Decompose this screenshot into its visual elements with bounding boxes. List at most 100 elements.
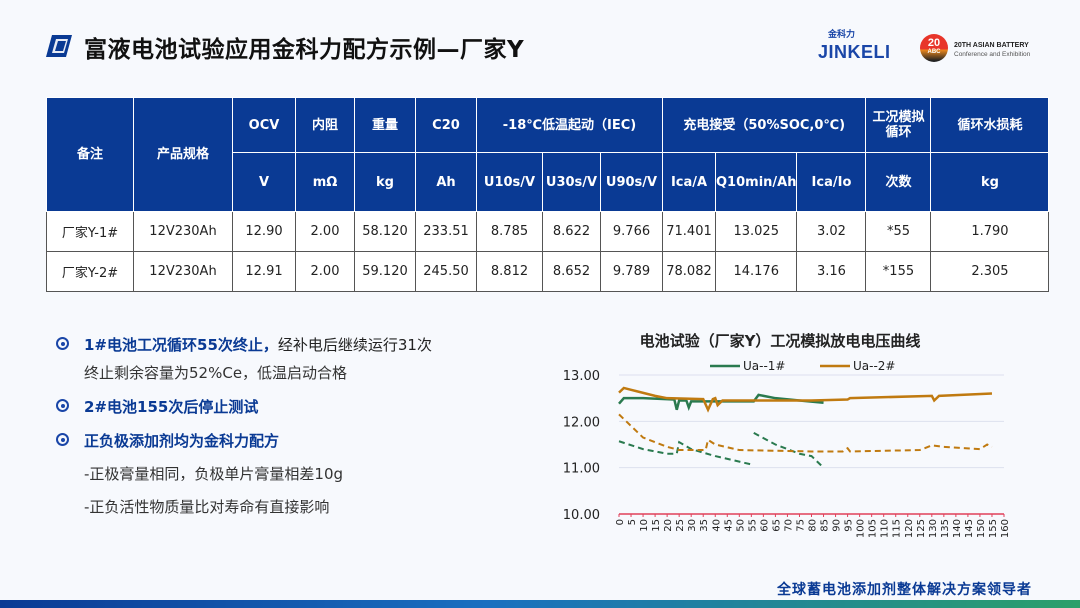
series-line	[618, 393, 824, 412]
unit-cell: Ica/A	[662, 152, 716, 212]
table-cell: 8.622	[542, 211, 601, 252]
x-tick-label: 130	[928, 519, 939, 538]
sub-bullet-1: -正极膏量相同，负极单片膏量相差10g	[84, 465, 344, 483]
data-table: 备注 产品规格 OCV 内阻 重量 C20 -18℃低温起动（IEC) 充电接受…	[46, 97, 1050, 292]
table-cell: 2.00	[295, 211, 355, 252]
x-tick-label: 115	[892, 519, 903, 538]
unit-cell: Ica/Io	[796, 152, 867, 212]
table-cell: 2.305	[930, 251, 1050, 292]
dashed-series-line	[618, 440, 752, 466]
table-cell: 13.025	[714, 211, 798, 252]
jinkeli-logo: 金科力 JINKELI	[818, 30, 908, 64]
table-cell: *155	[865, 251, 932, 292]
x-tick-label: 0	[615, 519, 626, 525]
unit-cell: kg	[354, 152, 416, 212]
header-cell: 充电接受（50%SOC,0℃)	[661, 97, 867, 153]
bullet-icon	[56, 433, 69, 446]
x-tick-label: 100	[856, 519, 867, 538]
bullet-1-line2: 终止剩余容量为52%Ce，低温启动合格	[84, 364, 348, 382]
y-tick-label: 12.00	[563, 415, 600, 430]
x-tick-label: 10	[639, 519, 650, 532]
bullet-1: 1#电池工况循环55次终止，经补电后继续运行31次	[56, 334, 432, 355]
x-tick-label: 145	[964, 519, 975, 538]
x-tick-label: 140	[952, 519, 963, 538]
unit-cell: V	[232, 152, 296, 212]
unit-cell: 次数	[865, 152, 932, 212]
table-cell: 9.789	[600, 251, 663, 292]
x-tick-label: 110	[880, 519, 891, 538]
header-cell: -18℃低温起动（IEC)	[476, 97, 663, 153]
y-tick-label: 13.00	[563, 369, 600, 384]
bullet-3: 正负极添加剂均为金科力配方	[56, 430, 279, 451]
table-cell: 厂家Y-2#	[46, 251, 134, 292]
legend-label: Ua--2#	[853, 359, 896, 373]
event-line2: Conference and Exhibition	[954, 51, 1031, 58]
y-tick-label: 10.00	[563, 508, 600, 523]
table-cell: 12V230Ah	[133, 211, 233, 252]
x-tick-label: 85	[820, 519, 831, 532]
table-cell: 9.766	[600, 211, 663, 252]
series-line	[618, 386, 993, 413]
page-title: 富液电池试验应用金科力配方示例—厂家Y	[84, 37, 525, 63]
event-line1: 20TH ASIAN BATTERY	[954, 42, 1029, 49]
x-tick-label: 20	[663, 519, 674, 532]
legend-label: Ua--1#	[743, 359, 786, 373]
voltage-chart: 电池试验（厂家Y）工况模拟放电电压曲线 10.00 11.00 12.00 13.00 0…	[563, 332, 1011, 538]
x-tick-label: 15	[651, 519, 662, 532]
table-cell: 厂家Y-1#	[46, 211, 134, 252]
table-cell: 8.785	[476, 211, 543, 252]
table-cell: 3.16	[796, 251, 867, 292]
x-tick-label: 135	[940, 519, 951, 538]
table-cell: 1.790	[930, 211, 1050, 252]
x-tick-label: 105	[868, 519, 879, 538]
x-tick-label: 45	[723, 519, 734, 532]
x-tick-label: 60	[759, 519, 770, 532]
event-name: 20TH ASIAN BATTERY Conference and Exhibit…	[954, 41, 1030, 59]
x-tick-label: 30	[687, 519, 698, 532]
x-tick-label: 5	[627, 519, 638, 525]
header-cell: OCV	[232, 97, 296, 153]
x-tick-label: 65	[771, 519, 782, 532]
x-tick-label: 70	[783, 519, 794, 532]
footer-slogan: 全球蓄电池添加剂整体解决方案领导者	[777, 582, 1032, 598]
unit-cell: mΩ	[295, 152, 355, 212]
x-tick-label: 95	[844, 519, 855, 532]
header-cell: C20	[415, 97, 477, 153]
table-cell: 3.02	[796, 211, 867, 252]
dashed-series-line	[618, 413, 993, 453]
bullet-icon	[56, 399, 69, 412]
table-cell: 245.50	[415, 251, 477, 292]
x-tick-label: 40	[711, 519, 722, 532]
header-cell: 内阻	[295, 97, 355, 153]
unit-cell: kg	[930, 152, 1050, 212]
unit-cell: Ah	[415, 152, 477, 212]
abc-badge-number: 20	[927, 37, 941, 49]
x-tick-label: 75	[795, 519, 806, 532]
table-cell: 59.120	[354, 251, 416, 292]
x-tick-label: 55	[747, 519, 758, 532]
table-row: 厂家Y-2# 12V230Ah 12.91 2.00 59.120 245.50 8.812…	[46, 251, 1050, 292]
unit-cell: Q10min/Ah	[714, 152, 798, 212]
abc-logo: 20 ABC	[920, 34, 948, 62]
dashed-series-line	[753, 432, 825, 469]
x-tick-label: 90	[832, 519, 843, 532]
x-tick-label: 35	[699, 519, 710, 532]
y-tick-label: 11.00	[563, 462, 600, 477]
header-cell: 循环水损耗	[930, 97, 1050, 153]
abc-badge-sub: ABC	[927, 49, 941, 55]
x-tick-label: 80	[808, 519, 819, 532]
table-cell: 58.120	[354, 211, 416, 252]
table-cell: 12V230Ah	[133, 251, 233, 292]
table-cell: 78.082	[662, 251, 716, 292]
footer-stripe	[0, 600, 1080, 608]
unit-cell: U30s/V	[542, 152, 601, 212]
unit-cell: U90s/V	[600, 152, 663, 212]
table-cell: 8.652	[542, 251, 601, 292]
table-cell: 12.91	[232, 251, 296, 292]
x-tick-label: 50	[735, 519, 746, 532]
header-cell: 工况模拟循环	[865, 97, 932, 153]
x-tick-label: 150	[976, 519, 987, 538]
title-icon	[46, 35, 72, 57]
header-cell: 备注	[46, 97, 134, 212]
header-cell: 重量	[354, 97, 416, 153]
